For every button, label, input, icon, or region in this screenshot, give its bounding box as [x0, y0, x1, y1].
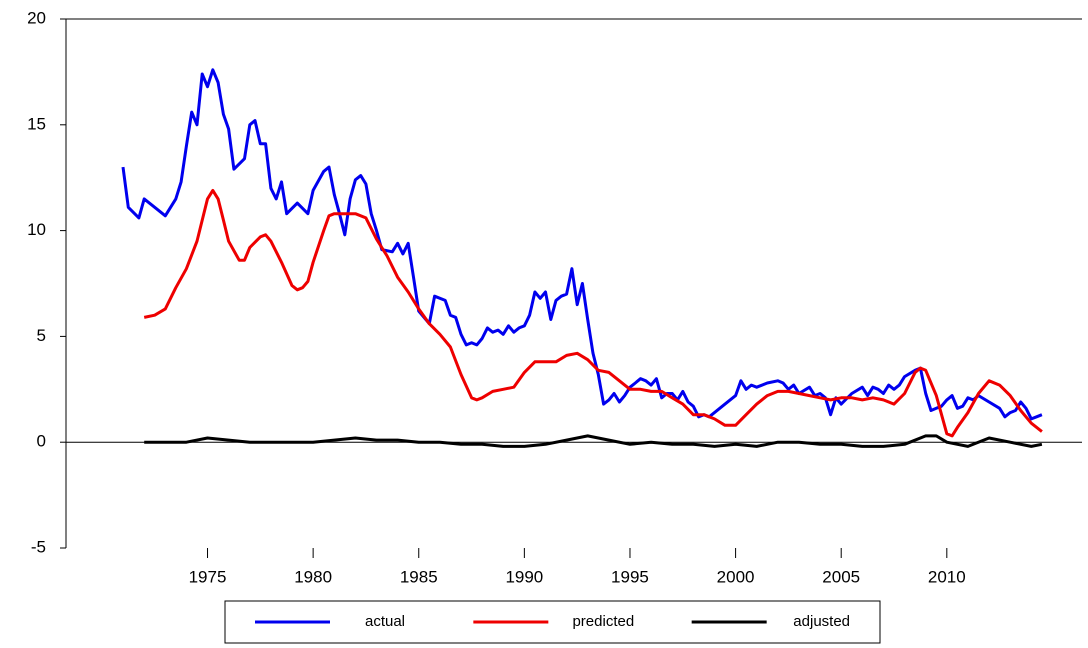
legend-label: predicted — [572, 613, 634, 630]
legend-label: actual — [365, 613, 405, 630]
y-tick-label: 5 — [37, 326, 46, 345]
series-line — [144, 434, 1043, 448]
x-tick-label: 2005 — [822, 567, 860, 586]
y-tick-label: 15 — [27, 114, 46, 133]
series-line — [121, 68, 1043, 421]
x-tick-label: 1990 — [505, 567, 543, 586]
y-tick-label: 20 — [27, 8, 46, 27]
series-line — [143, 188, 1043, 438]
y-tick-label: 0 — [37, 432, 46, 451]
x-tick-label: 1980 — [294, 567, 332, 586]
legend-label: adjusted — [793, 613, 850, 630]
x-tick-label: 1995 — [611, 567, 649, 586]
y-tick-label: 10 — [27, 220, 46, 239]
x-tick-label: 1975 — [189, 567, 227, 586]
legend-box — [224, 600, 881, 644]
x-tick-label: 1985 — [400, 567, 438, 586]
x-tick-label: 2000 — [717, 567, 755, 586]
x-tick-label: 2010 — [928, 567, 966, 586]
y-tick-label: -5 — [31, 537, 46, 556]
